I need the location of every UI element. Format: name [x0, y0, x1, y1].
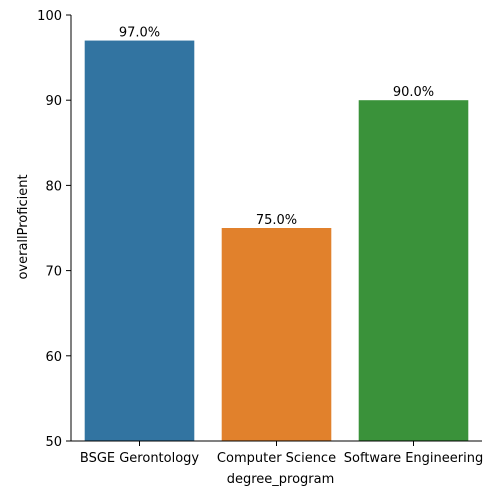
- x-tick-label: BSGE Gerontology: [80, 451, 200, 466]
- y-axis-label: overallProficient: [16, 174, 31, 279]
- x-tick-label: Computer Science: [217, 451, 336, 466]
- data-label: 97.0%: [119, 26, 160, 41]
- y-tick-label: 70: [45, 265, 62, 280]
- y-tick-label: 60: [45, 350, 62, 365]
- x-axis-ticks: BSGE Gerontology Computer Science Software…: [80, 441, 483, 466]
- bar: [358, 100, 469, 441]
- x-tick-label: Software Engineering: [344, 451, 483, 466]
- y-tick-label: 80: [45, 179, 62, 194]
- bar: [84, 40, 195, 442]
- x-axis-label: degree_program: [227, 472, 335, 487]
- data-labels-group: 97.0% 75.0% 90.0%: [119, 26, 434, 228]
- y-tick-label: 90: [45, 94, 62, 109]
- bars-group: [84, 40, 469, 442]
- y-tick-label: 100: [37, 9, 62, 24]
- data-label: 90.0%: [393, 85, 434, 100]
- bar: [221, 228, 332, 441]
- y-axis-ticks: 50 60 70 80 90 100: [37, 9, 71, 450]
- data-label: 75.0%: [256, 213, 297, 228]
- y-tick-label: 50: [45, 435, 62, 450]
